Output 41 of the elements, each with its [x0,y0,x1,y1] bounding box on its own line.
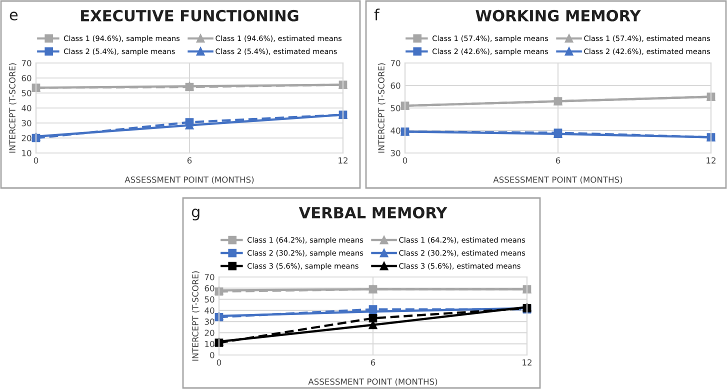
x-tick-label: 0 [34,157,38,164]
y-tick-label: 20 [204,330,214,336]
x-tick-label: 6 [370,359,376,366]
y-tick-label: 60 [204,285,214,292]
y-tick-label: 20 [22,134,32,142]
chart-title: VERBAL MEMORY [298,206,448,218]
y-tick-label: 30 [390,150,400,156]
y-tick-label: 70 [204,274,214,280]
chart-title: EXECUTIVE FUNCTIONING [81,10,298,22]
y-tick-label: 40 [204,307,214,314]
y-tick-label: 70 [22,60,32,66]
y-tick-label: 30 [204,318,214,325]
x-axis-title: ASSESSMENT POINT (MONTHS) [124,176,254,184]
text: e [10,12,18,20]
y-tick-label: 40 [390,127,400,134]
y-tick-label: 50 [22,90,32,96]
y-tick-label: 10 [205,340,214,348]
y-tick-label: 60 [390,82,400,89]
x-tick-label: 12 [706,157,716,164]
x-tick-label: 0 [402,157,408,164]
x-tick-label: 12 [522,359,532,366]
y-tick-label: 50 [204,296,214,303]
text: f [374,8,380,20]
y-tick-label: 0 [210,352,214,358]
x-tick-label: 12 [338,157,348,164]
x-axis-title: ASSESSMENT POINT (MONTHS) [493,176,622,184]
x-tick-label: 6 [187,157,192,164]
y-tick-label: 60 [22,74,32,82]
chart-title: WORKING MEMORY [476,10,641,22]
x-axis-title: ASSESSMENT POINT (MONTHS) [308,378,438,386]
y-tick-label: 10 [22,150,32,156]
x-tick-label: 0 [216,359,222,366]
y-tick-label: 30 [22,120,32,126]
y-tick-label: 40 [22,104,32,112]
text: g [192,208,200,220]
y-tick-label: 50 [390,104,400,112]
x-tick-label: 6 [556,157,560,164]
y-axis-title: INTERCEPT (T-SCORE) [192,271,200,361]
y-tick-label: 70 [390,60,400,66]
y-axis-title: INTERCEPT (T-SCORE) [378,63,386,153]
y-axis-title: INTERCEPT (T-SCORE) [9,63,16,153]
